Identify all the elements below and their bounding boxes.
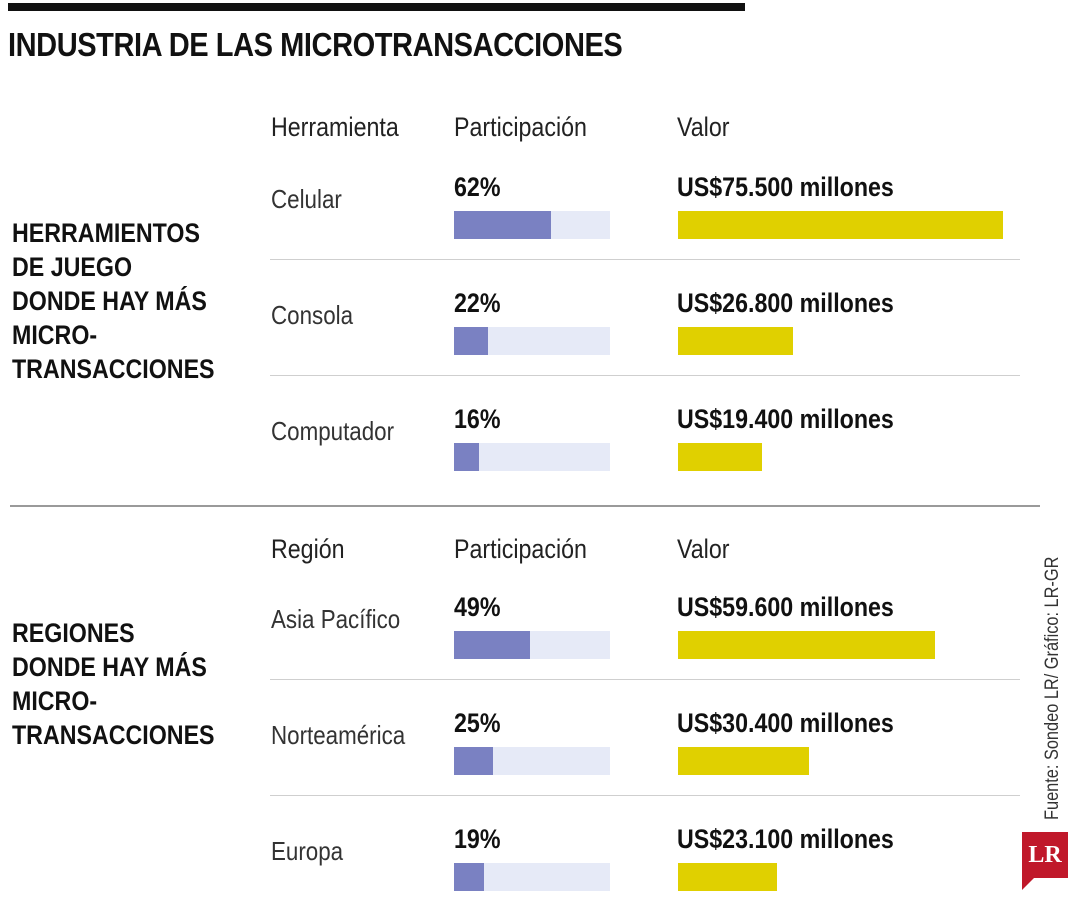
lr-logo-tail (1022, 876, 1036, 890)
share-track (454, 631, 610, 659)
row-separator (270, 375, 1020, 376)
value-bar (678, 327, 793, 355)
row-label: Norteamérica (271, 720, 406, 750)
share-track (454, 747, 610, 775)
section-divider (10, 505, 1040, 507)
value-label: US$23.100 millones (677, 824, 894, 854)
value-label: US$75.500 millones (677, 172, 894, 202)
value-label: US$26.800 millones (677, 288, 894, 318)
row-separator (270, 259, 1020, 260)
category-header: Herramienta (271, 112, 399, 142)
value-header: Valor (677, 534, 730, 564)
category-header: Región (271, 534, 345, 564)
share-label: 62% (454, 172, 501, 202)
share-label: 19% (454, 824, 501, 854)
share-bar (454, 863, 484, 891)
source-note: Fuente: Sondeo LR/ Gráfico: LR-GR (1042, 556, 1063, 820)
share-header: Participación (454, 112, 587, 142)
row-separator (270, 795, 1020, 796)
row-label: Celular (271, 184, 342, 214)
share-bar (454, 211, 551, 239)
value-label: US$59.600 millones (677, 592, 894, 622)
page-title: INDUSTRIA DE LAS MICROTRANSACCIONES (8, 26, 623, 63)
value-bar (678, 863, 777, 891)
share-track (454, 863, 610, 891)
section-title: HERRAMIENTOS DE JUEGO DONDE HAY MÁS MICR… (12, 218, 215, 384)
share-label: 25% (454, 708, 501, 738)
share-bar (454, 747, 493, 775)
share-track (454, 327, 610, 355)
value-header: Valor (677, 112, 730, 142)
share-label: 16% (454, 404, 501, 434)
value-bar (678, 443, 762, 471)
row-label: Consola (271, 300, 354, 330)
share-bar (454, 443, 479, 471)
value-label: US$30.400 millones (677, 708, 894, 738)
value-bar (678, 631, 935, 659)
share-header: Participación (454, 534, 587, 564)
share-track (454, 443, 610, 471)
value-bar (678, 747, 809, 775)
value-bar (678, 211, 1003, 239)
value-label: US$19.400 millones (677, 404, 894, 434)
share-track (454, 211, 610, 239)
share-label: 22% (454, 288, 501, 318)
share-bar (454, 327, 488, 355)
row-separator (270, 679, 1020, 680)
share-bar (454, 631, 530, 659)
row-label: Asia Pacífico (271, 604, 401, 634)
section-title: REGIONES DONDE HAY MÁS MICRO- TRANSACCIO… (12, 618, 215, 750)
row-label: Computador (271, 416, 395, 446)
top-rule (8, 3, 745, 11)
share-label: 49% (454, 592, 501, 622)
row-label: Europa (271, 836, 344, 866)
lr-logo: LR (1022, 832, 1068, 878)
